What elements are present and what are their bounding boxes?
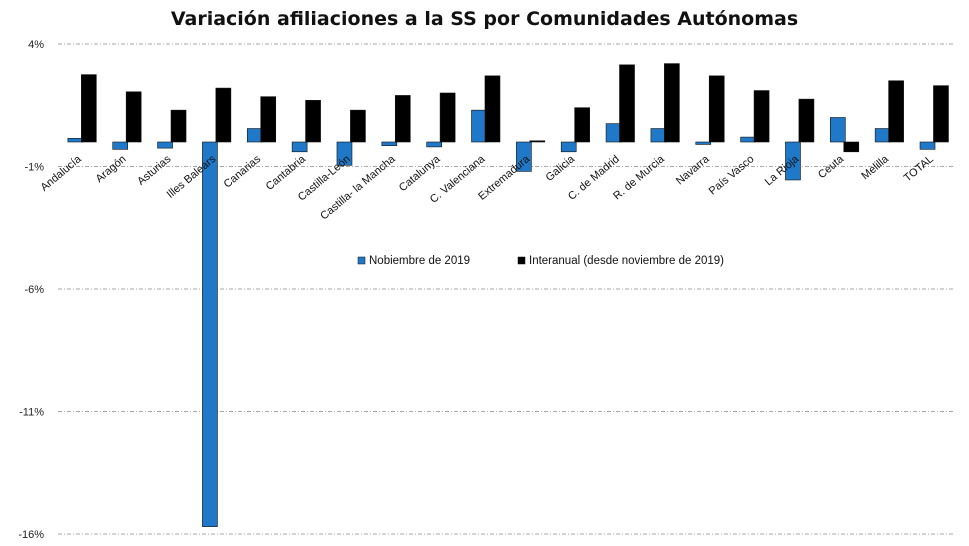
bar-nov-2019 [560,141,577,153]
bar-interanual [574,107,590,143]
bar-nov-2019 [291,141,308,153]
bar-interanual [708,75,725,143]
x-category-label: TOTAL [902,153,936,184]
bar-nov-2019 [919,141,936,150]
x-category-label: Aragón [94,153,129,185]
bar-nov-2019 [874,128,891,143]
bar-nov-2019 [426,141,442,148]
x-category-label: Cantabria [264,153,309,193]
bars-layer [67,63,949,527]
bar-interanual [664,63,680,143]
bar-nov-2019 [67,138,84,143]
bar-interanual [529,140,546,143]
bar-interanual [125,91,142,143]
legend: Nobiembre de 2019 Interanual (desde novie… [357,255,724,267]
y-tick-label: 4% [28,39,44,51]
bar-interanual [753,90,770,143]
bar-interanual [843,141,860,153]
bar-interanual [933,85,949,143]
y-tick-label: -16% [18,529,44,541]
bar-nov-2019 [336,141,353,166]
bar-nov-2019 [112,141,129,150]
y-tick-label: -11% [19,407,44,419]
bar-nov-2019 [785,141,801,181]
bar-nov-2019 [695,141,712,145]
x-category-label: Catalunya [397,153,443,195]
bar-interanual [619,64,635,143]
x-category-label: Melilla [859,153,891,183]
chart-title: Variación afiliaciones a la SS por Comun… [170,8,799,30]
bar-nov-2019 [471,109,487,143]
x-category-label: Canarias [222,153,264,191]
legend-label: Interanual (desde noviembre de 2019) [529,255,724,267]
bar-nov-2019 [381,141,398,146]
bar-nov-2019 [830,117,846,143]
x-category-label: Galicia [544,153,578,184]
bar-interanual [394,95,411,143]
x-category-label: Andalucía [38,153,84,194]
grid-layer [58,43,955,535]
bar-interanual [439,92,456,143]
y-tick-label: -6% [24,284,44,296]
bar-nov-2019 [157,141,173,149]
bar-interanual [484,75,501,143]
bar-interanual [81,74,97,143]
y-tick-label: -1% [24,162,44,174]
legend-swatch [517,256,526,265]
x-category-label: Castilla- la Mancha [318,153,398,223]
bar-nov-2019 [740,136,756,143]
x-category-label: País Vasco [707,153,757,197]
bar-interanual [798,98,815,143]
bar-interanual [350,109,366,143]
bar-interanual [260,96,277,143]
bar-nov-2019 [605,123,622,143]
bar-interanual [170,109,187,143]
bar-nov-2019 [650,128,667,143]
bar-interanual [888,80,904,143]
bar-nov-2019 [246,128,263,143]
x-category-label: Asturias [135,153,174,188]
legend-swatch [357,256,366,265]
x-category-label: Navarra [674,153,712,188]
legend-label: Nobiembre de 2019 [369,255,470,267]
bar-nov-2019 [202,141,218,527]
bar-interanual [215,87,232,143]
bar-nov-2019 [516,141,532,172]
bar-interanual [305,100,321,143]
